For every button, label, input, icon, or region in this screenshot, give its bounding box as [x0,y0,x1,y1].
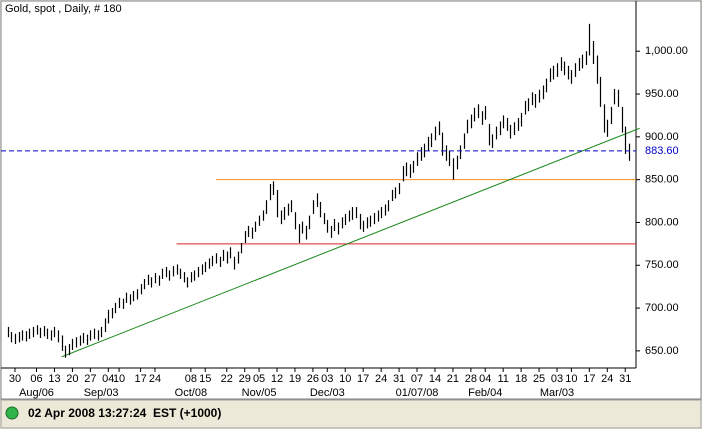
x-tick-label: 27 [84,373,96,385]
x-tick-label: 03 [321,373,333,385]
x-tick-label: 10 [339,373,351,385]
x-tick-label: 04 [102,373,114,385]
x-tick-label: 13 [48,373,60,385]
month-label: 01/07/08 [396,387,439,399]
x-tick-label: 11 [497,373,508,385]
x-tick-label: 28 [465,373,477,385]
month-label: Oct/08 [175,387,207,399]
x-tick-label: 19 [289,373,301,385]
x-tick-label: 26 [307,373,319,385]
x-tick-label: 17 [583,373,595,385]
x-tick-label: 17 [357,373,369,385]
chart-panel [0,0,702,400]
x-tick-label: 07 [411,373,423,385]
x-tick-label: 25 [533,373,545,385]
status-icon [5,406,19,420]
x-tick-label: 14 [429,373,441,385]
y-tick-label: 850.00 [645,174,679,186]
x-tick-label: 18 [515,373,527,385]
x-tick-label: 24 [375,373,387,385]
chart-title: Gold, spot , Daily, # 180 [5,3,122,15]
x-tick-label: 24 [601,373,613,385]
x-tick-label: 17 [134,373,146,385]
x-tick-label: 10 [113,373,125,385]
y-tick-label: 800.00 [645,216,679,228]
x-tick-label: 10 [565,373,577,385]
month-label: Nov/05 [242,387,277,399]
y-tick-label: 1,000.00 [645,45,688,57]
x-tick-label: 08 [185,373,197,385]
x-tick-label: 29 [239,373,251,385]
y-tick-label: 700.00 [645,302,679,314]
x-tick-label: 24 [149,373,161,385]
y-tick-label: 650.00 [645,345,679,357]
status-text: 02 Apr 2008 13:27:24 EST (+1000) [28,406,221,420]
x-tick-label: 20 [66,373,78,385]
x-tick-label: 03 [551,373,563,385]
x-tick-label: 12 [271,373,283,385]
x-tick-label: 31 [393,373,405,385]
y-tick-label: 750.00 [645,259,679,271]
x-tick-label: 05 [253,373,265,385]
month-label: Mar/03 [540,387,574,399]
trend-line [61,127,640,358]
last-price-box [638,144,682,157]
y-tick-label: 950.00 [645,88,679,100]
x-tick-label: 04 [479,373,491,385]
last-price-label: 883.60 [645,145,679,157]
x-tick-label: 22 [221,373,233,385]
month-label: Feb/04 [468,387,502,399]
x-tick-label: 15 [199,373,211,385]
month-label: Aug/06 [19,387,54,399]
x-tick-label: 21 [447,373,459,385]
month-label: Sep/03 [84,387,119,399]
x-tick-label: 30 [9,373,21,385]
y-tick-label: 900.00 [645,131,679,143]
status-bar [0,399,702,429]
month-label: Dec/03 [310,387,345,399]
x-tick-label: 31 [619,373,631,385]
x-tick-label: 06 [30,373,42,385]
